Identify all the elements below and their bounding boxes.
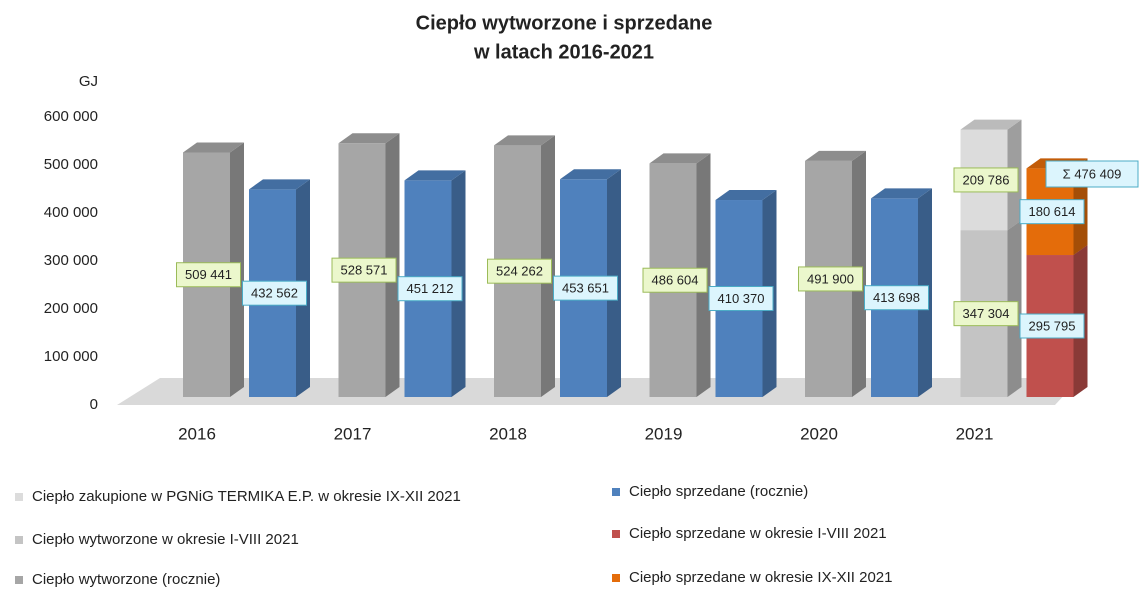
y-tick-label: 600 000 — [44, 108, 98, 125]
legend-swatch — [612, 530, 620, 538]
bar-top — [404, 170, 466, 181]
chart-title: w latach 2016-2021 — [473, 41, 654, 63]
x-tick-label: 2019 — [645, 424, 683, 443]
legend-label: Ciepło sprzedane w okresie IX-XII 2021 — [629, 569, 892, 586]
x-tick-label: 2020 — [800, 424, 838, 443]
data-label: 524 262 — [496, 264, 543, 279]
bar-top — [494, 135, 555, 146]
y-tick-label: 400 000 — [44, 204, 98, 221]
data-label-box — [708, 286, 774, 312]
data-label-box — [553, 275, 618, 301]
data-label: 453 651 — [562, 281, 609, 296]
data-label: 180 614 — [1029, 204, 1076, 219]
data-label-box — [798, 266, 863, 292]
legend-swatch — [612, 488, 620, 496]
data-label-box — [176, 262, 241, 288]
data-label-box — [642, 267, 708, 293]
legend-swatch — [15, 493, 23, 501]
x-tick-label: 2018 — [489, 424, 527, 443]
data-label: 451 212 — [407, 281, 454, 296]
bar-top — [960, 119, 1022, 130]
data-label-box — [397, 276, 463, 302]
legend-label: Ciepło zakupione w PGNiG TERMIKA E.P. w … — [32, 488, 461, 505]
y-tick-label: 500 000 — [44, 156, 98, 173]
data-label: 295 795 — [1029, 318, 1076, 333]
data-label: 528 571 — [341, 263, 388, 278]
data-label: 410 370 — [718, 291, 765, 306]
data-label-box — [1019, 313, 1085, 339]
y-tick-label: 200 000 — [44, 300, 98, 317]
bar-top — [805, 150, 866, 161]
data-label: 209 786 — [963, 172, 1010, 187]
chart-title: Ciepło wytworzone i sprzedane — [416, 12, 713, 34]
data-label-box — [953, 167, 1019, 193]
data-label-box — [864, 285, 929, 311]
data-label: 432 562 — [251, 286, 298, 301]
y-tick-label: 300 000 — [44, 252, 98, 269]
legend-label: Ciepło sprzedane w okresie I-VIII 2021 — [629, 525, 887, 542]
bar-top — [560, 169, 621, 180]
x-tick-label: 2017 — [334, 424, 372, 443]
y-tick-label: 100 000 — [44, 348, 98, 365]
x-tick-label: 2016 — [178, 424, 216, 443]
legend-swatch — [15, 536, 23, 544]
data-label-box — [487, 258, 552, 284]
legend-label: Ciepło wytworzone w okresie I-VIII 2021 — [32, 531, 299, 548]
bars — [183, 119, 1088, 397]
data-label: 491 900 — [807, 271, 854, 286]
bar-top — [183, 142, 244, 153]
data-label: 347 304 — [963, 306, 1010, 321]
annotation-box — [1045, 160, 1139, 188]
data-label-box — [953, 301, 1019, 327]
legend-swatch — [612, 574, 620, 582]
bar-top — [338, 133, 400, 144]
legend-swatch — [15, 576, 23, 584]
data-label-box — [242, 280, 307, 306]
data-label: 509 441 — [185, 267, 232, 282]
data-label: 413 698 — [873, 290, 920, 305]
legend-label: Ciepło sprzedane (rocznie) — [629, 483, 808, 500]
data-label-box — [331, 257, 397, 283]
bar-top — [249, 179, 310, 190]
bar-top — [715, 190, 777, 201]
legend-label: Ciepło wytworzone (rocznie) — [32, 571, 220, 588]
annotation: Σ 476 409 — [1063, 166, 1122, 181]
data-label-box — [1019, 199, 1085, 225]
bar-top — [649, 153, 711, 164]
data-label: 486 604 — [652, 273, 699, 288]
x-tick-label: 2021 — [956, 424, 994, 443]
y-tick-label: 0 — [90, 396, 98, 413]
labels: 509 441 432 562 528 571 451 212 524 262 453 6… — [176, 167, 1085, 339]
y-axis-label: GJ — [79, 73, 98, 90]
bar-top — [871, 188, 932, 199]
